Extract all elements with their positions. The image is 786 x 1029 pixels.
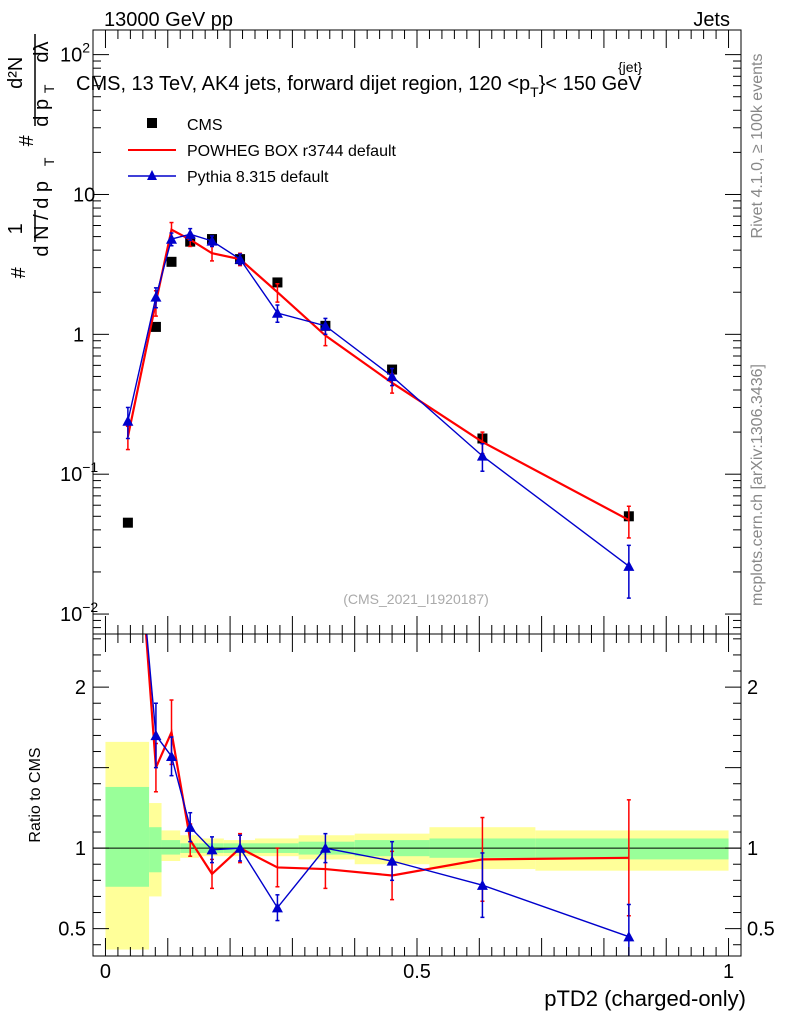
title-subscript: T (530, 84, 539, 100)
ratio-band-inner (161, 840, 181, 855)
pythia-point (386, 370, 398, 382)
ytick-base: 10 (60, 604, 82, 626)
main-ytick-label: 10−2 (60, 599, 98, 626)
ylabel-dn-sub: T (41, 157, 57, 166)
xtick-label: 0.5 (403, 961, 431, 983)
svg-text:# 1 d N / d p: # 1 d N / d p T # d²N d p T dλ (5, 41, 59, 278)
powheg-line (126, 228, 630, 522)
pythia-ratio-point (234, 842, 246, 853)
legend-marker-cms (147, 118, 157, 128)
ratio-plot-frame (92, 633, 742, 957)
cms-point (150, 321, 161, 332)
ratio-band-inner (105, 786, 150, 887)
title-prefix: CMS, 13 TeV, AK4 jets, forward dijet reg… (76, 73, 530, 95)
category-label: Jets (693, 9, 730, 31)
main-ytick-label: 10−1 (60, 459, 98, 486)
ratio-ytick-label: 1 (75, 838, 86, 860)
legend-label-powheg: POWHEG BOX r3744 default (187, 143, 397, 160)
xtick-label: 0 (100, 961, 111, 983)
ratio-ytick-label-right: 0.5 (747, 919, 775, 941)
rivet-version-label: Rivet 4.1.0, ≥ 100k events (749, 54, 766, 239)
pythia-ratio-point (386, 855, 398, 866)
ytick-base: 1 (73, 324, 84, 346)
mcplots-label: mcplots.cern.ch [arXiv:1306.3436] (749, 364, 766, 606)
pythia-line (127, 233, 630, 567)
main-ytick-label: 102 (60, 40, 90, 67)
ytick-base: 10 (73, 184, 95, 206)
ytick-exponent: −1 (82, 459, 98, 475)
ytick-exponent: −2 (82, 599, 98, 615)
ytick-exponent: 2 (82, 40, 90, 56)
ylabel-dn: d N / d p (31, 181, 53, 257)
legend-marker-pythia (147, 170, 157, 180)
ratio-band-inner (535, 838, 729, 860)
cms-point (166, 256, 177, 267)
ylabel-dpt-sub: T (41, 84, 57, 93)
ylabel-dpt: d p (31, 99, 53, 127)
ratio-ylabel: Ratio to CMS (27, 747, 44, 842)
ratio-uncertainty-bands (105, 741, 729, 950)
pythia-ratio-point (166, 750, 178, 762)
main-ytick-label: 10 (73, 184, 95, 206)
ylabel-dlambda: dλ (31, 41, 53, 62)
pythia-point (623, 560, 635, 571)
pythia-ratio-point (623, 931, 635, 942)
legend-label-pythia: Pythia 8.315 default (187, 169, 329, 186)
pythia-ratio-point (476, 879, 488, 890)
plot-title: CMS, 13 TeV, AK4 jets, forward dijet reg… (76, 73, 642, 100)
ytick-base: 10 (60, 45, 82, 67)
energy-label: 13000 GeV pp (104, 9, 233, 31)
ytick-base: 10 (60, 464, 82, 486)
title-superscript: {jet} (618, 59, 642, 75)
main-ytick-label: 1 (73, 324, 84, 346)
pythia-point (166, 233, 178, 244)
title-suffix: }< 150 GeV (539, 73, 643, 95)
analysis-id-label: (CMS_2021_I1920187) (343, 591, 489, 607)
ratio-ytick-label: 2 (75, 677, 86, 699)
ratio-ytick-label: 0.5 (58, 919, 86, 941)
ratio-ytick-label-right: 1 (747, 838, 758, 860)
pythia-point (319, 320, 331, 331)
ratio-ytick-label-right: 2 (747, 677, 758, 699)
pythia-ratio-point (206, 844, 218, 855)
pythia-point (476, 450, 488, 461)
xaxis-label: pTD2 (charged-only) (544, 986, 746, 1011)
cms-point (122, 517, 133, 528)
pythia-point (271, 307, 283, 318)
ratio-band-inner (149, 827, 162, 873)
pythia-ratio-point (184, 821, 196, 832)
ratio-series-layer (144, 634, 635, 956)
pythia-ratio-point (271, 902, 283, 913)
main-series-layer (122, 221, 635, 599)
main-ylabel: # 1 d N / d p T # d²N d p T dλ (5, 34, 59, 278)
pythia-point (184, 228, 196, 239)
cms-point (272, 277, 283, 288)
pythia-point (206, 235, 218, 246)
legend: CMS POWHEG BOX r3744 default Pythia 8.31… (128, 117, 397, 186)
pythia-point (122, 415, 134, 426)
ylabel-one: 1 (5, 223, 27, 234)
pythia-point (234, 253, 246, 264)
pythia-point (150, 291, 162, 302)
pythia-ratio-point (319, 842, 331, 853)
ylabel-d2n: d²N (5, 57, 27, 89)
pythia-ratio-point (150, 729, 162, 741)
ylabel-hash-2: # (16, 134, 38, 146)
pythia-ratio-line (146, 634, 630, 938)
xtick-label: 1 (723, 961, 734, 983)
legend-label-cms: CMS (187, 117, 223, 134)
ylabel-hash-1: # (8, 266, 30, 278)
